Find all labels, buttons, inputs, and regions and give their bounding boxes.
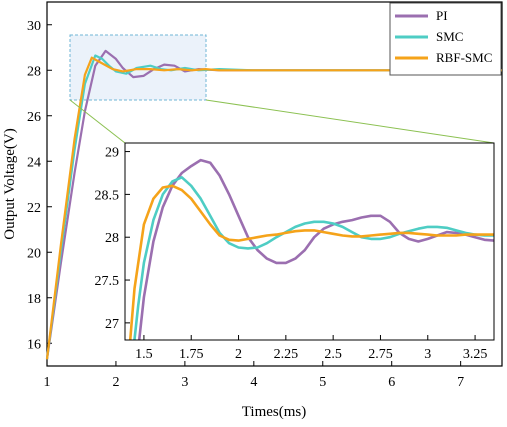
inset-series-lines [128, 158, 494, 340]
y-axis-label: Output Voltage(V) [2, 128, 18, 240]
inset-x-tick-label: 1.5 [135, 347, 153, 362]
inset-x-tick-label: 2.75 [368, 347, 393, 362]
x-tick-label: 6 [388, 375, 395, 390]
legend: PI SMC RBF-SMC [389, 2, 502, 76]
x-tick-label: 1 [44, 375, 51, 390]
inset-y-tick-label: 27 [105, 317, 119, 332]
legend-label-smc: SMC [436, 29, 463, 44]
x-tick-label: 5 [319, 375, 326, 390]
x-tick-label: 2 [112, 375, 119, 390]
inset-series-line-rbf-smc [128, 184, 494, 340]
y-tick-label: 22 [27, 201, 41, 216]
inset-x-tick-label: 2.5 [324, 347, 342, 362]
x-tick-label: 4 [250, 375, 257, 390]
series-line-rbf-smc [45, 56, 502, 360]
main-series-lines [45, 49, 502, 360]
inset-series-line-pi [137, 158, 494, 340]
inset-y-tick-label: 28 [105, 231, 119, 246]
inset-x-tick-label: 1.75 [179, 347, 204, 362]
x-tick-label: 7 [457, 375, 464, 390]
x-tick-label: 3 [181, 375, 188, 390]
inset-axis-ticks: 1.5 1.75 2 2.25 2.5 2.75 3 3.25 27 27.5 28 28.5 29 [95, 146, 488, 362]
y-tick-label: 18 [27, 292, 41, 307]
legend-label-pi: PI [436, 8, 448, 23]
y-tick-label: 26 [27, 110, 41, 125]
plot-frame [46, 1, 503, 367]
inset-x-tick-label: 3.25 [463, 347, 488, 362]
inset-frame [124, 142, 495, 341]
y-tick-label: 16 [27, 337, 41, 352]
inset-series-line-smc [133, 176, 494, 340]
y-tick-label: 20 [27, 246, 41, 261]
inset-y-tick-label: 27.5 [95, 274, 120, 289]
inset-x-tick-label: 2 [235, 347, 242, 362]
y-tick-label: 24 [27, 155, 41, 170]
inset-x-tick-label: 3 [424, 347, 431, 362]
legend-label-rbf-smc: RBF-SMC [436, 50, 492, 65]
y-tick-label: 30 [27, 19, 41, 34]
inset-x-tick-label: 2.25 [274, 347, 299, 362]
inset-y-tick-label: 28.5 [95, 188, 120, 203]
inset-y-tick-label: 29 [105, 146, 119, 161]
zoom-connector-right [205, 99, 495, 144]
x-axis-label: Times(ms) [242, 404, 306, 420]
zoom-connector-left [69, 99, 126, 144]
y-tick-label: 28 [27, 64, 41, 79]
main-axis-ticks: 1 2 3 4 5 6 7 16 18 20 22 24 26 28 30 [27, 19, 464, 390]
